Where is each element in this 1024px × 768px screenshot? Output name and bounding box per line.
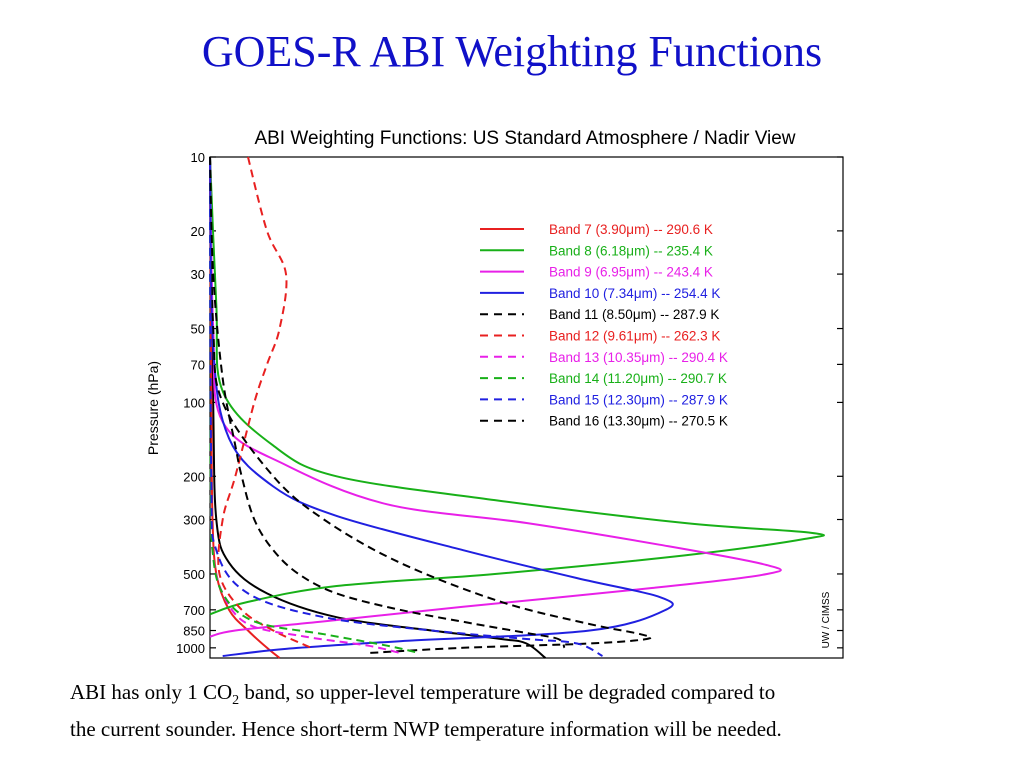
chart-title: ABI Weighting Functions: US Standard Atm… xyxy=(254,128,795,149)
caption: ABI has only 1 CO2 band, so upper-level … xyxy=(70,678,970,744)
legend-background xyxy=(470,216,770,434)
series-line-10 xyxy=(209,156,566,649)
y-tick-label: 10 xyxy=(191,150,205,165)
legend-entry: Band 15 (12.30μm) -- 287.9 K xyxy=(549,392,728,407)
y-tick-label: 50 xyxy=(191,322,205,337)
caption-subscript: 2 xyxy=(232,693,240,709)
series-line-8 xyxy=(209,156,420,654)
y-tick-label: 30 xyxy=(191,267,205,282)
plot-lines xyxy=(209,156,825,659)
legend-entry: Band 12 (9.61μm) -- 262.3 K xyxy=(549,329,720,344)
legend-entry: Band 14 (11.20μm) -- 290.7 K xyxy=(549,371,727,386)
weighting-functions-chart: ABI Weighting Functions: US Standard Atm… xyxy=(145,128,844,659)
legend-entry: Band 13 (10.35μm) -- 290.4 K xyxy=(549,350,728,365)
legend-entry: Band 11 (8.50μm) -- 287.9 K xyxy=(549,307,719,322)
slide-title: GOES-R ABI Weighting Functions xyxy=(201,27,823,76)
y-tick-label: 500 xyxy=(183,567,205,582)
legend-entry: Band 16 (13.30μm) -- 270.5 K xyxy=(549,414,728,429)
legend-entry: Band 8 (6.18μm) -- 235.4 K xyxy=(549,243,713,258)
y-tick-label: 20 xyxy=(191,224,205,239)
y-tick-label: 1000 xyxy=(176,641,205,656)
caption-part-1: ABI has only 1 CO xyxy=(70,680,233,704)
extra-series-line xyxy=(209,156,547,659)
legend-entry: Band 10 (7.34μm) -- 254.4 K xyxy=(549,286,720,301)
caption-line-2: the current sounder. Hence short-term NW… xyxy=(70,717,782,742)
y-tick-label: 200 xyxy=(183,469,205,484)
series-line-9 xyxy=(209,156,603,657)
y-tick-label: 70 xyxy=(191,357,205,372)
legend: Band 7 (3.90μm) -- 290.6 K Band 8 (6.18μm… xyxy=(470,216,770,434)
y-axis-label: Pressure (hPa) xyxy=(145,361,161,455)
series-line-4 xyxy=(209,156,674,657)
caption-part-2: band, so upper-level temperature will be… xyxy=(239,680,776,704)
y-tick-label: 100 xyxy=(183,395,205,410)
watermark: UW / CIMSS xyxy=(821,591,832,648)
legend-entry: Band 9 (6.95μm) -- 243.4 K xyxy=(549,265,713,280)
y-tick-label: 850 xyxy=(183,624,205,639)
y-tick-label: 300 xyxy=(183,513,205,528)
y-tick-label: 700 xyxy=(183,603,205,618)
series-line-6 xyxy=(217,156,312,649)
legend-entry: Band 7 (3.90μm) -- 290.6 K xyxy=(549,222,713,237)
